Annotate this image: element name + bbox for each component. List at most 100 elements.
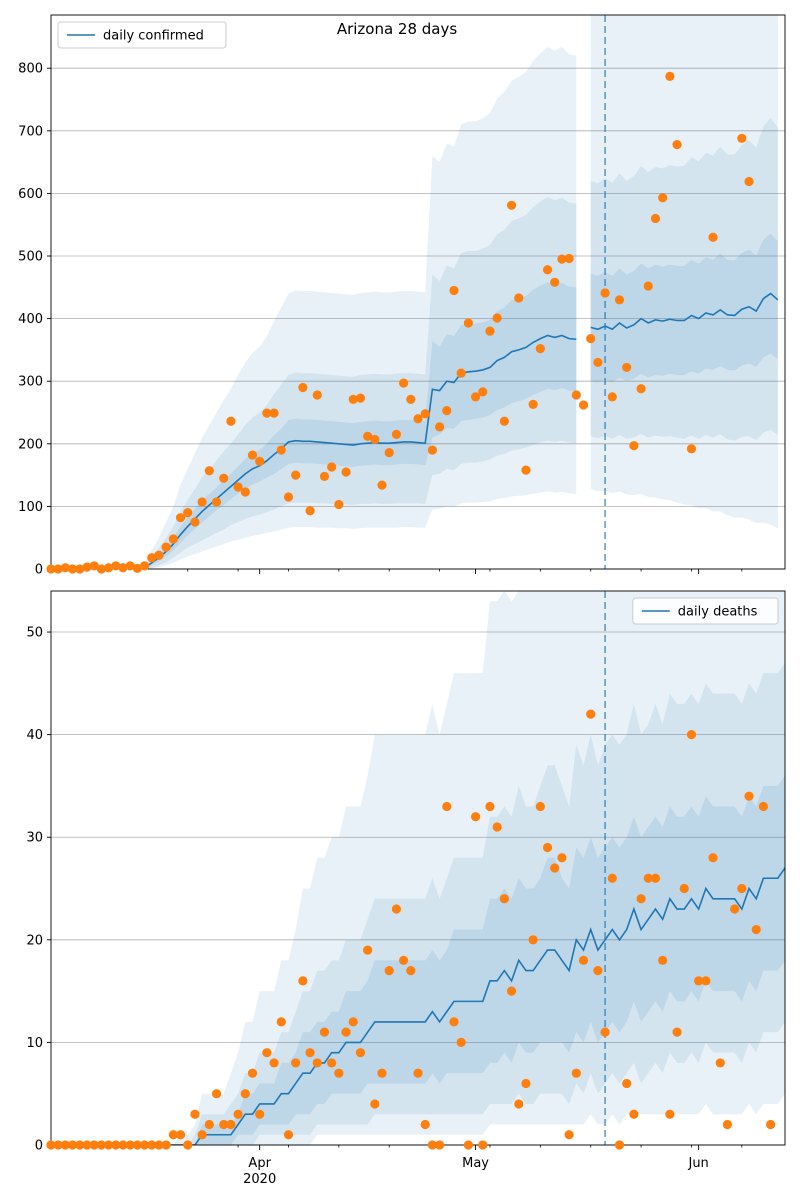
data-point	[737, 133, 747, 143]
data-point	[629, 441, 639, 451]
band-95	[51, 197, 577, 569]
data-point	[463, 1140, 473, 1150]
data-point	[154, 550, 164, 560]
y-tick-label: 50	[26, 626, 43, 641]
data-point	[255, 456, 265, 466]
data-point	[82, 562, 92, 572]
data-point	[240, 1089, 250, 1099]
data-point	[399, 378, 409, 388]
band-95	[51, 662, 785, 1145]
series-line	[590, 292, 779, 331]
y-tick-label: 10	[26, 1036, 43, 1051]
data-point	[521, 465, 531, 475]
data-point	[643, 281, 653, 291]
data-point	[758, 801, 769, 812]
data-point	[442, 406, 452, 416]
data-point	[492, 822, 502, 832]
data-point	[363, 431, 373, 441]
data-point	[557, 254, 567, 264]
data-point	[211, 497, 222, 507]
data-point	[377, 480, 387, 490]
data-point	[391, 429, 402, 440]
data-point	[53, 1140, 63, 1150]
axes-frame	[50, 590, 786, 1146]
data-point	[607, 873, 617, 883]
y-tick-label: 0	[35, 563, 43, 578]
data-point	[456, 368, 466, 378]
data-point	[629, 1109, 639, 1119]
legend-box	[632, 597, 779, 625]
data-point	[679, 883, 689, 894]
data-point	[197, 1130, 207, 1140]
data-point	[622, 362, 632, 373]
data-point	[60, 1140, 70, 1150]
data-point	[319, 471, 330, 481]
data-point	[334, 1068, 344, 1078]
data-point	[363, 945, 373, 955]
data-point	[406, 965, 416, 976]
data-point	[168, 534, 178, 544]
data-point	[650, 213, 661, 224]
data-point	[672, 1027, 682, 1037]
data-point	[413, 414, 423, 424]
data-point	[219, 473, 229, 483]
band-99	[51, 591, 785, 1145]
data-point	[348, 394, 358, 404]
data-point	[470, 392, 481, 402]
data-point	[377, 1068, 387, 1078]
data-point	[686, 444, 697, 454]
y-tick-label: 300	[18, 375, 43, 390]
y-tick-label: 0	[35, 1139, 43, 1154]
data-point	[269, 408, 279, 418]
data-point	[614, 295, 625, 305]
data-point	[499, 416, 509, 426]
data-point	[262, 1048, 272, 1058]
data-point	[175, 1130, 186, 1140]
plot-area	[51, 15, 779, 569]
data-point	[283, 1130, 294, 1140]
data-point	[103, 1140, 114, 1150]
data-point	[658, 193, 668, 203]
data-point	[650, 873, 661, 883]
band-50	[590, 233, 778, 383]
data-point	[348, 1017, 358, 1027]
data-point	[701, 976, 711, 986]
data-point	[247, 1068, 258, 1078]
data-point	[643, 873, 653, 883]
plot-area	[51, 591, 785, 1145]
data-point	[715, 1058, 725, 1068]
data-point	[247, 450, 258, 460]
data-point	[103, 563, 114, 573]
data-point	[327, 462, 337, 472]
data-point	[550, 277, 560, 287]
data-point	[399, 955, 409, 965]
data-point	[75, 1140, 85, 1150]
data-point	[514, 1099, 524, 1109]
data-point	[528, 399, 538, 409]
series-line	[51, 867, 785, 1145]
data-point	[384, 965, 394, 976]
data-point	[240, 487, 250, 497]
data-point	[255, 1109, 265, 1119]
data-point	[427, 1140, 437, 1150]
y-tick-label: 700	[18, 124, 43, 139]
data-point	[67, 564, 78, 574]
data-point	[391, 904, 402, 914]
data-point	[499, 894, 509, 904]
data-point	[269, 1058, 279, 1068]
x-tick-label: Jun	[687, 1156, 708, 1171]
data-point	[276, 1017, 286, 1027]
data-point	[197, 497, 207, 507]
data-point	[111, 1140, 121, 1150]
data-point	[586, 709, 596, 719]
data-point	[111, 561, 121, 571]
data-point	[204, 1119, 214, 1130]
data-point	[355, 1048, 366, 1058]
data-point	[686, 730, 697, 740]
data-point	[600, 1027, 610, 1037]
data-point	[535, 344, 545, 354]
data-point	[312, 1058, 322, 1068]
data-point	[355, 393, 366, 403]
data-point	[456, 1037, 466, 1048]
